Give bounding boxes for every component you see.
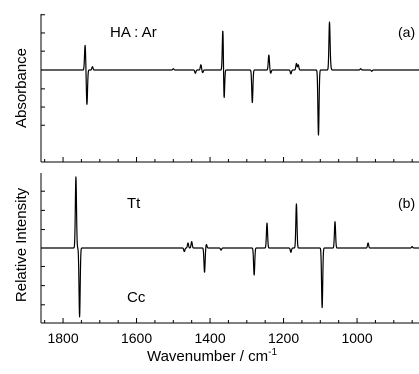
panel-b-x-ticks [45,318,419,323]
x-tick-label: 1000 [341,330,372,346]
panel-b-xlabel: Wavenumber / cm-1 [147,347,277,365]
panel-a-ylabel: Absorbance [13,48,30,128]
panel-a-x-ticks [45,157,419,162]
x-tick-label: 1400 [194,330,225,346]
panel-a-spectrum-line [41,22,419,135]
panel-b-ylabel: Relative Intensity [13,187,30,302]
panel-b-spectrum-line [41,177,419,317]
xlabel-superscript: -1 [268,347,277,358]
x-tick-label: 1800 [47,330,78,346]
panel-b-label: (b) [398,195,415,211]
panel-a-label: (a) [398,24,415,40]
panel-a-absorbance: HA : Ar (a) Absorbance [13,14,419,162]
panel-b-annotation-cc: Cc [127,289,146,306]
panel-b-annotation-tt: Tt [127,195,141,212]
panel-b-relative-intensity: 18001600140012001000800 Tt Cc (b) Relati… [13,173,419,365]
xlabel-text: Wavenumber / cm [147,348,268,365]
x-tick-label: 1200 [268,330,299,346]
x-tick-label: 1600 [121,330,152,346]
panel-b-x-tick-labels: 18001600140012001000800 [47,330,419,346]
panel-a-annotation: HA : Ar [110,24,157,41]
